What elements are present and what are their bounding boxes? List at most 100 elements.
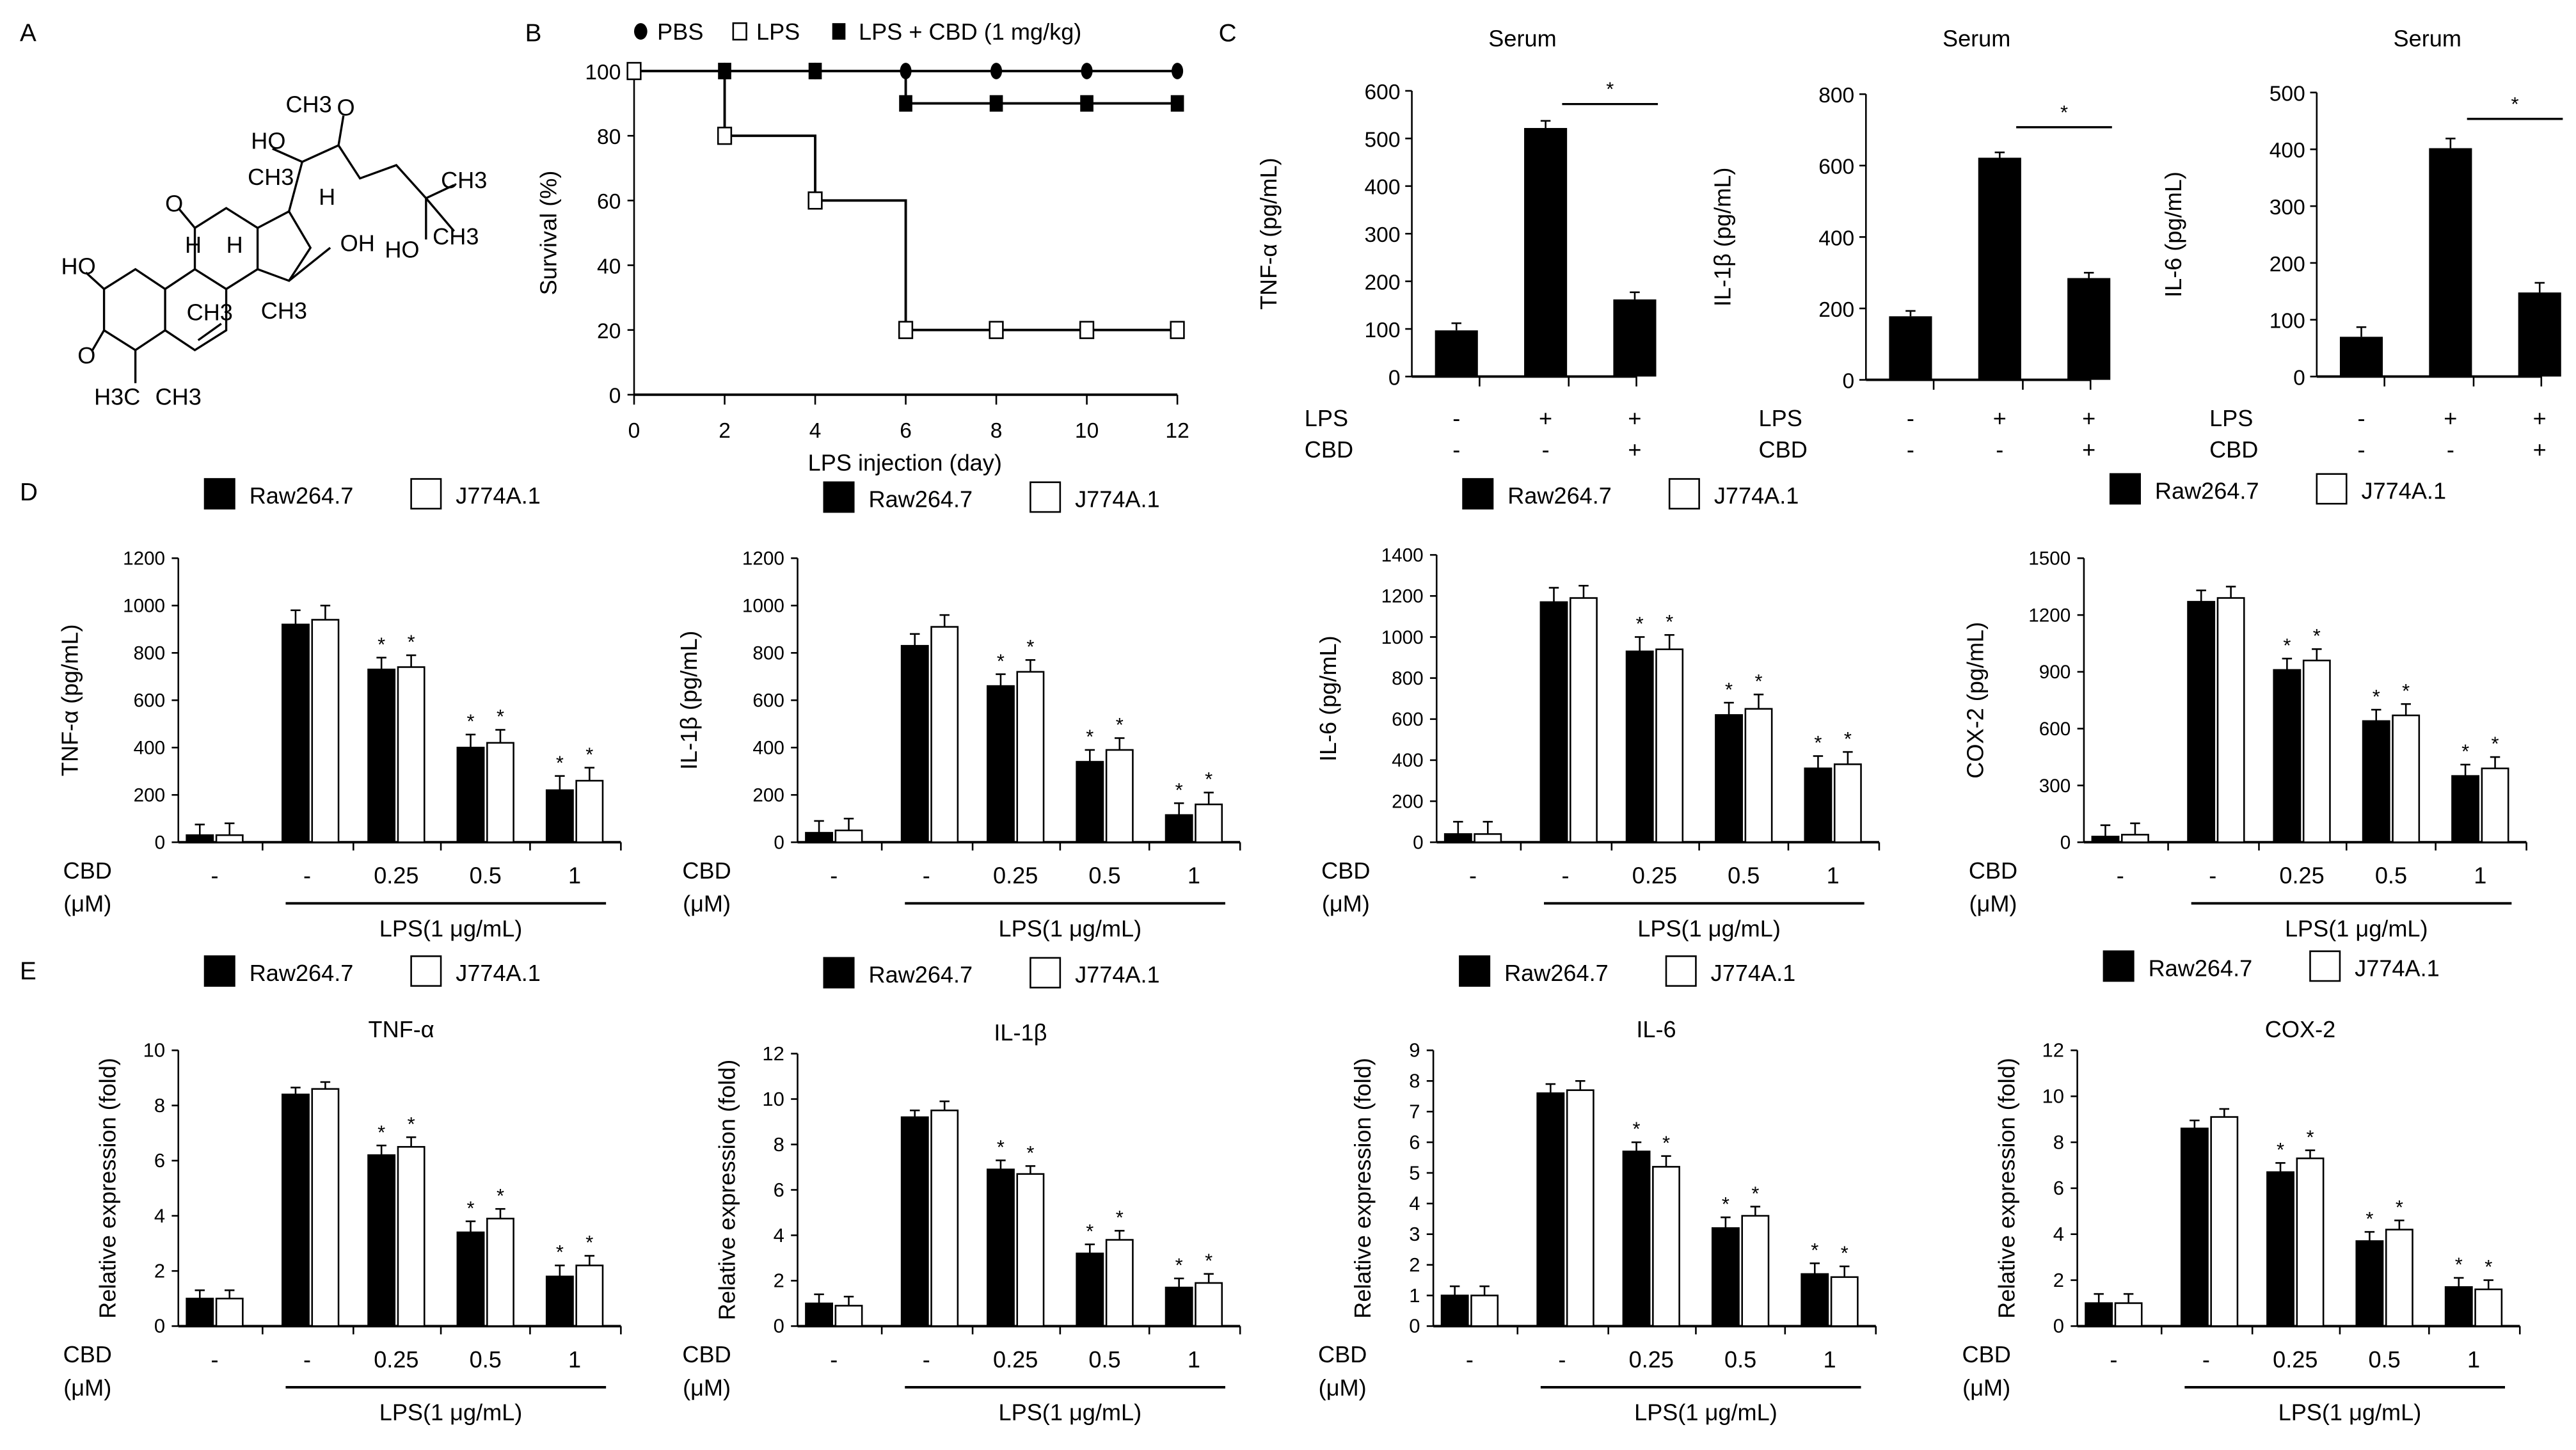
bar-j774a1 [2210,1116,2239,1327]
cbd-label: CBD [682,857,731,884]
bar-j774a1 [1016,671,1045,843]
unit-label: (μM) [1969,891,2017,917]
bar-j774a1 [1830,1276,1859,1327]
category-label: - [830,863,838,889]
row-value: + [2082,405,2095,431]
molecule-bond [91,330,106,351]
y-tick-label: 80 [597,125,621,149]
bar-raw264 [2180,1127,2209,1327]
unit-label: (μM) [63,1374,111,1401]
data-point-filled-square [718,63,731,79]
bar-raw264 [1711,1227,1740,1327]
bar-raw264 [1443,833,1472,843]
y-tick-label: 4 [1409,1192,1420,1215]
bar-j774a1 [575,1264,604,1327]
category-label: - [303,1346,311,1373]
y-tick-label: 200 [752,785,784,806]
y-tick-label: 600 [1392,709,1423,730]
cbd-label: CBD [1962,1341,2011,1367]
y-tick-label: 400 [1392,750,1423,771]
unit-label: (μM) [683,891,731,917]
y-tick-label: 5 [1409,1161,1420,1184]
y-tick-label: 1000 [742,596,784,617]
significance-mark: * [2455,1254,2463,1276]
bar-j774a1 [311,619,340,843]
data-point-open-square [626,61,642,81]
y-tick-label: 800 [1818,84,1854,108]
row-value: - [1452,405,1460,431]
bar-raw264 [282,1094,310,1327]
significance-mark: * [1175,1254,1183,1277]
significance-mark: * [2277,1138,2284,1161]
data-point-circle [900,63,912,79]
y-tick-label: 40 [597,255,621,278]
category-label: 0.25 [993,1346,1038,1373]
legend-marker-filled [2109,473,2141,505]
y-axis-label: IL-1β (pg/mL) [676,631,702,770]
category-label: 0.25 [374,1346,418,1373]
category-label: 0.5 [1724,1346,1756,1373]
row-value: + [1628,405,1641,431]
row-label-cbd: CBD [1759,436,1808,463]
bar-raw264 [2355,1240,2384,1327]
category-label: 0.5 [2375,863,2407,889]
x-tick-label: 4 [809,419,822,443]
y-tick-label: 900 [2039,662,2071,683]
lps-group-label: LPS(1 μg/mL) [999,915,1142,941]
legend-label: Raw264.7 [2149,955,2253,981]
category-label: - [303,863,311,889]
bar-j774a1 [397,1145,425,1327]
bar-j774a1 [2474,1288,2503,1327]
bar-j774a1 [1195,1282,1223,1327]
panel-label-e: E [20,957,36,985]
y-tick-label: 400 [1365,176,1401,200]
bar-raw264 [1539,601,1568,843]
y-tick-label: 4 [2053,1223,2064,1245]
bar-j774a1 [2481,767,2509,843]
y-tick-label: 1200 [742,548,784,570]
y-tick-label: 1400 [1381,545,1424,566]
legend-label: J774A.1 [456,960,541,986]
bar [2339,337,2383,377]
significance-mark: * [1205,1249,1212,1271]
category-label: 1 [1827,863,1840,889]
bar-j774a1 [1195,803,1223,843]
bar-raw264 [367,1154,396,1327]
bar [2067,278,2111,380]
significance-mark: * [466,710,474,733]
legend-label: Raw264.7 [868,962,973,988]
category-label: 0.5 [470,1346,502,1373]
significance-mark: * [556,751,564,774]
chart-title: IL-1β [994,1019,1047,1046]
y-tick-label: 600 [1818,155,1854,179]
bar-j774a1 [215,1298,244,1327]
bar-raw264 [1715,714,1744,843]
category-label: 1 [2474,863,2486,889]
bar-raw264 [987,685,1015,843]
significance-mark: * [1086,1220,1093,1242]
bar-j774a1 [2296,1157,2325,1327]
significance-mark: * [1116,713,1124,736]
category-label: 1 [1823,1346,1836,1373]
legend-marker-filled [1462,478,1494,510]
y-axis-label: TNF-α (pg/mL) [1255,157,1282,310]
bar-raw264 [2273,669,2302,843]
y-axis-label: TNF-α (pg/mL) [56,624,83,776]
category-label: 0.25 [1629,1346,1674,1373]
molecule-atom-label: O [337,95,354,121]
y-tick-label: 0 [1409,1315,1420,1337]
data-point-filled-square [808,63,822,79]
x-tick-label: 6 [900,419,912,443]
y-tick-label: 1 [1409,1284,1420,1307]
molecule-bond [197,323,222,342]
y-tick-label: 500 [1365,128,1401,152]
molecule-bond [425,184,455,200]
row-label-cbd: CBD [1305,436,1353,463]
legend-label: Raw264.7 [250,482,354,509]
grouped-bar-chart-d1: 0 200 400 600 800 1000 1200 TNF-α (pg/mL) * * * Raw… [56,478,622,941]
bar-j774a1 [1474,833,1502,843]
significance-mark: * [1026,1142,1034,1164]
legend-marker-filled [1459,955,1491,987]
bar-j774a1 [1655,648,1684,843]
data-point-filled-square [899,95,912,112]
